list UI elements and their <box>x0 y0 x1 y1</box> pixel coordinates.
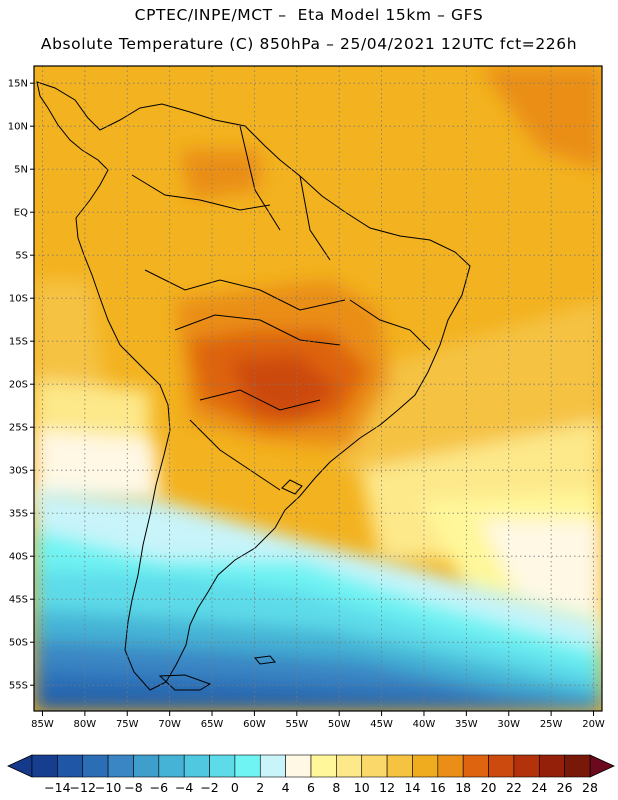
colorbar-label: −6 <box>150 780 168 795</box>
lat-tick-label: 50S <box>9 638 28 649</box>
colorbar-swatch <box>412 754 439 778</box>
colorbar-label: 20 <box>481 780 497 795</box>
colorbar-over-arrow <box>589 754 615 778</box>
lon-tick-label: 40W <box>413 719 436 730</box>
lat-tick-label: 5S <box>15 251 28 262</box>
lon-tick-label: 45W <box>370 719 393 730</box>
colorbar-swatch <box>133 754 160 778</box>
lon-tick-label: 20W <box>582 719 605 730</box>
lat-tick-label: 10N <box>8 122 28 133</box>
colorbar-label: −10 <box>95 780 121 795</box>
lon-tick-label: 30W <box>497 719 520 730</box>
colorbar-swatch <box>336 754 363 778</box>
colorbar-swatch <box>158 754 185 778</box>
lat-tick-label: 25S <box>9 423 28 434</box>
map-title: CPTEC/INPE/MCT – Eta Model 15km – GFS <box>134 6 484 24</box>
colorbar-label: 10 <box>354 780 370 795</box>
lon-tick-label: 80W <box>74 719 97 730</box>
map-frame <box>33 65 603 712</box>
colorbar-swatch <box>538 754 565 778</box>
colorbar-swatch <box>82 754 109 778</box>
colorbar-under-arrow <box>7 754 33 778</box>
colorbar-swatch <box>234 754 261 778</box>
lat-tick-label: 15S <box>9 337 28 348</box>
lat-tick-label: EQ <box>14 208 28 219</box>
lon-tick-label: 25W <box>540 719 563 730</box>
colorbar-label: 4 <box>282 780 290 795</box>
colorbar-swatch <box>361 754 388 778</box>
colorbar-label: −4 <box>175 780 193 795</box>
colorbar-swatch <box>57 754 84 778</box>
lat-tick-label: 30S <box>9 466 28 477</box>
colorbar-label: 0 <box>231 780 239 795</box>
lon-tick-label: 50W <box>328 719 351 730</box>
lon-tick-label: 55W <box>285 719 308 730</box>
colorbar-swatch <box>386 754 413 778</box>
colorbar-label: −12 <box>70 780 96 795</box>
colorbar-label: 28 <box>582 780 598 795</box>
lat-tick-labels: 15N 10N 5N EQ 5S 10S 15S 20S 25S 30S 35S 40S 45S 50S 5… <box>8 79 28 692</box>
colorbar-label: −8 <box>124 780 142 795</box>
colorbar: −14−12−10 −8 −6 −4 −2 0 2 4 6 8 10 12 14 16 18 20 22 24 26… <box>7 754 615 795</box>
lat-tick-label: 45S <box>9 595 28 606</box>
lat-tick-marks <box>30 82 34 686</box>
colorbar-swatch <box>31 754 58 778</box>
lat-tick-label: 35S <box>9 509 28 520</box>
colorbar-swatch <box>437 754 464 778</box>
lon-tick-label: 75W <box>116 719 139 730</box>
lon-tick-label: 85W <box>31 719 54 730</box>
lat-tick-label: 20S <box>9 380 28 391</box>
colorbar-label: 12 <box>379 780 395 795</box>
colorbar-label: 18 <box>455 780 471 795</box>
colorbar-label: 6 <box>307 780 315 795</box>
colorbar-swatch <box>285 754 312 778</box>
temperature-field <box>34 66 602 711</box>
colorbar-label: 14 <box>405 780 421 795</box>
coastlines <box>36 81 471 691</box>
map-subtitle: Absolute Temperature (C) 850hPa – 25/04/… <box>40 35 578 53</box>
colorbar-swatch <box>107 754 134 778</box>
lat-tick-label: 5N <box>14 165 28 176</box>
lon-tick-label: 65W <box>201 719 224 730</box>
lon-tick-marks <box>41 711 595 716</box>
lon-tick-labels: 85W 80W 75W 70W 65W 60W 55W 50W 45W 40W 35W 30W 25W 2… <box>31 719 605 730</box>
colorbar-label: 26 <box>557 780 573 795</box>
lat-tick-label: 10S <box>9 294 28 305</box>
colorbar-swatch <box>564 754 591 778</box>
lat-tick-label: 40S <box>9 552 28 563</box>
colorbar-swatch <box>183 754 210 778</box>
colorbar-swatch <box>488 754 515 778</box>
colorbar-label: 24 <box>531 780 547 795</box>
colorbar-swatch <box>513 754 540 778</box>
colorbar-label: 16 <box>430 780 446 795</box>
colorbar-label: 22 <box>506 780 522 795</box>
lat-tick-label: 55S <box>9 681 28 692</box>
colorbar-swatch <box>209 754 236 778</box>
lon-tick-label: 60W <box>243 719 266 730</box>
colorbar-label: 8 <box>332 780 340 795</box>
lat-tick-label: 15N <box>8 79 28 90</box>
colorbar-swatch <box>310 754 337 778</box>
colorbar-label: −14 <box>44 780 70 795</box>
colorbar-swatch <box>259 754 286 778</box>
colorbar-label: −2 <box>200 780 218 795</box>
colorbar-swatch <box>462 754 489 778</box>
lon-tick-label: 35W <box>455 719 478 730</box>
lon-tick-label: 70W <box>158 719 181 730</box>
map-gridlines <box>34 66 602 711</box>
colorbar-label: 2 <box>256 780 264 795</box>
